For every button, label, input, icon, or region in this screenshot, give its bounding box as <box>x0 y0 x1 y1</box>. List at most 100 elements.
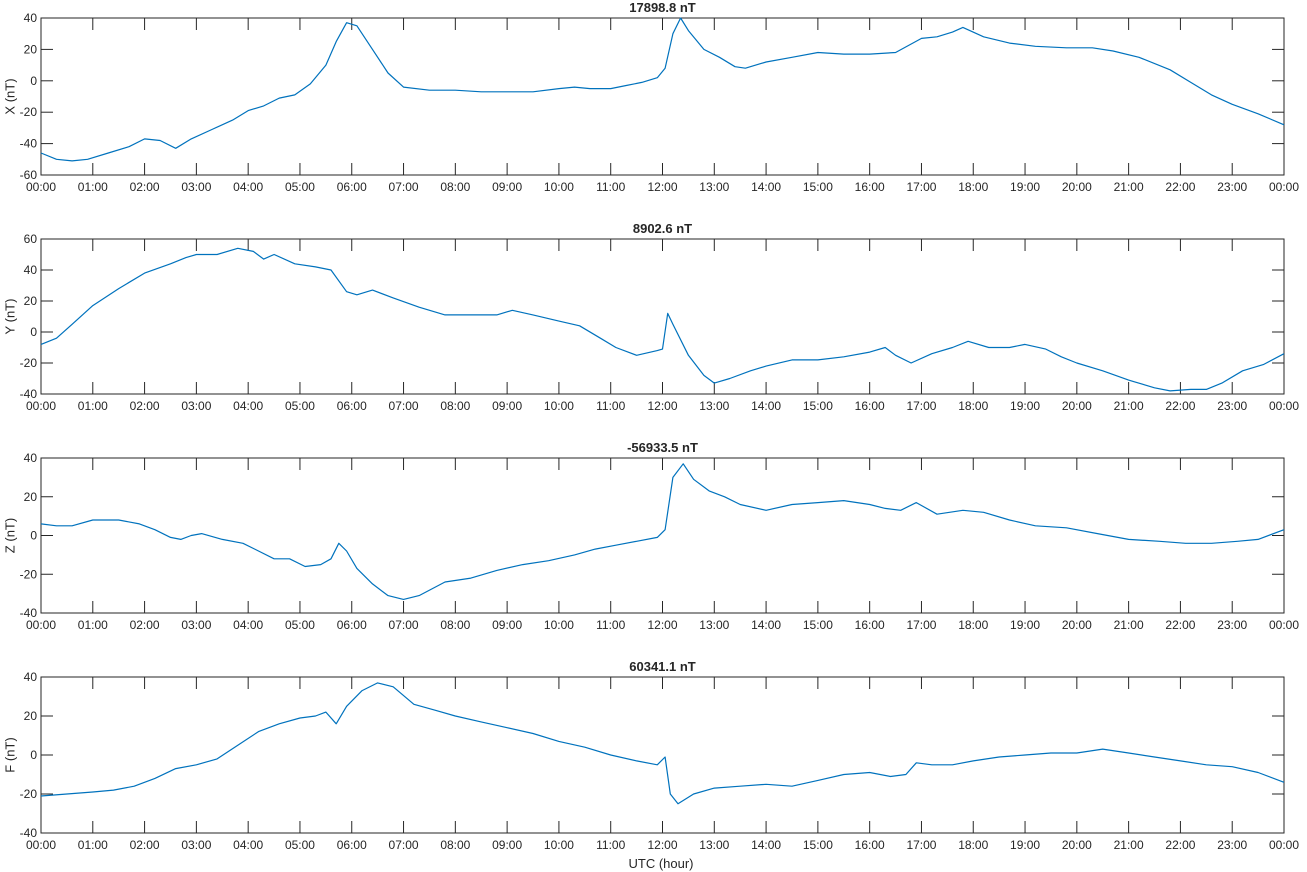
x-tick-label: 03:00 <box>181 618 211 632</box>
x-tick-label: 22:00 <box>1165 618 1195 632</box>
plot-area <box>40 238 1285 395</box>
x-tick-label: 02:00 <box>130 399 160 413</box>
x-tick-label: 14:00 <box>751 618 781 632</box>
x-tick-label: 19:00 <box>1010 180 1040 194</box>
x-tick-label: 08:00 <box>440 618 470 632</box>
x-tick-label: 20:00 <box>1062 618 1092 632</box>
panel-x: X (nT) 00:00 01:00 02:00 03:00 04:00 05:00 06:… <box>2 0 1299 194</box>
x-tick-label: 03:00 <box>181 838 211 852</box>
y-tick-label: 20 <box>24 709 38 723</box>
x-tick-label: 21:00 <box>1114 180 1144 194</box>
x-tick-label: 03:00 <box>181 180 211 194</box>
x-tick-label: 23:00 <box>1217 399 1247 413</box>
y-tick-label: 0 <box>30 529 37 543</box>
y-tick-label: 60 <box>24 232 38 246</box>
x-tick-label: 07:00 <box>389 838 419 852</box>
x-tick-label: 00:00 <box>26 618 56 632</box>
x-tick-label: 00:00 <box>1269 618 1299 632</box>
x-tick-label: 22:00 <box>1165 399 1195 413</box>
x-tick-label: 00:00 <box>1269 838 1299 852</box>
x-tick-label: 23:00 <box>1217 180 1247 194</box>
x-tick-label: 17:00 <box>906 838 936 852</box>
x-tick-label: 00:00 <box>26 399 56 413</box>
panel-title: 17898.8 nT <box>629 0 696 15</box>
x-tick-label: 16:00 <box>855 180 885 194</box>
x-tick-label: 05:00 <box>285 180 315 194</box>
x-tick-label: 16:00 <box>855 399 885 413</box>
y-tick-label: -20 <box>20 105 38 119</box>
y-tick-label: -40 <box>20 826 38 840</box>
y-tick-label: 40 <box>24 11 38 25</box>
x-tick-label: 00:00 <box>1269 399 1299 413</box>
x-tick-label: 16:00 <box>855 838 885 852</box>
x-tick-label: 21:00 <box>1114 618 1144 632</box>
y-tick-label: 40 <box>24 263 38 277</box>
x-tick-label: 09:00 <box>492 618 522 632</box>
y-axis-label: X (nT) <box>2 78 17 114</box>
x-tick-label: 07:00 <box>389 180 419 194</box>
y-tick-label: -40 <box>20 137 38 151</box>
panel-title: 8902.6 nT <box>633 221 692 236</box>
x-tick-label: 12:00 <box>647 618 677 632</box>
y-axis-label: Y (nT) <box>2 299 17 335</box>
x-tick-label: 18:00 <box>958 399 988 413</box>
series-line <box>40 17 1285 162</box>
y-tick-label: 0 <box>30 748 37 762</box>
x-tick-label: 11:00 <box>596 618 625 632</box>
x-tick-label: 17:00 <box>906 180 936 194</box>
x-tick-label: 13:00 <box>699 180 729 194</box>
x-tick-label: 13:00 <box>699 838 729 852</box>
panel-title: 60341.1 nT <box>629 659 696 674</box>
x-tick-label: 15:00 <box>803 838 833 852</box>
x-tick-label: 04:00 <box>233 399 263 413</box>
series-line <box>40 682 1285 805</box>
panel-y: Y (nT) 00:00 01:00 02:00 03:00 04:00 05:00 06:… <box>2 221 1299 413</box>
x-tick-label: 04:00 <box>233 838 263 852</box>
x-tick-label: 20:00 <box>1062 399 1092 413</box>
x-tick-label: 14:00 <box>751 399 781 413</box>
x-tick-label: 06:00 <box>337 180 367 194</box>
y-tick-label: -20 <box>20 787 38 801</box>
x-tick-label: 03:00 <box>181 399 211 413</box>
y-tick-label: 0 <box>30 74 37 88</box>
x-tick-label: 19:00 <box>1010 618 1040 632</box>
x-tick-label: 04:00 <box>233 618 263 632</box>
x-axis-label: UTC (hour) <box>628 856 693 871</box>
x-tick-label: 00:00 <box>26 838 56 852</box>
x-tick-label: 14:00 <box>751 180 781 194</box>
y-tick-label: 40 <box>24 451 38 465</box>
x-tick-label: 21:00 <box>1114 838 1144 852</box>
y-tick-label: -20 <box>20 567 38 581</box>
y-tick-label: 40 <box>24 670 38 684</box>
x-tick-label: 19:00 <box>1010 399 1040 413</box>
y-axis-label: Z (nT) <box>2 518 17 553</box>
x-tick-label: 15:00 <box>803 618 833 632</box>
x-tick-label: 15:00 <box>803 180 833 194</box>
x-tick-label: 00:00 <box>1269 180 1299 194</box>
x-tick-label: 08:00 <box>440 399 470 413</box>
x-tick-label: 22:00 <box>1165 838 1195 852</box>
x-tick-label: 02:00 <box>130 618 160 632</box>
x-tick-label: 18:00 <box>958 180 988 194</box>
panel-f: F (nT) 00:00 01:00 02:00 03:00 04:00 05:00 06:… <box>2 659 1299 852</box>
x-tick-label: 23:00 <box>1217 618 1247 632</box>
y-tick-label: 20 <box>24 490 38 504</box>
x-tick-label: 06:00 <box>337 618 367 632</box>
x-tick-label: 05:00 <box>285 618 315 632</box>
x-tick-label: 20:00 <box>1062 180 1092 194</box>
x-tick-label: 09:00 <box>492 399 522 413</box>
x-tick-label: 17:00 <box>906 399 936 413</box>
x-tick-label: 20:00 <box>1062 838 1092 852</box>
x-tick-label: 17:00 <box>906 618 936 632</box>
panel-title: -56933.5 nT <box>627 440 698 455</box>
x-tick-label: 11:00 <box>596 180 625 194</box>
x-tick-label: 09:00 <box>492 180 522 194</box>
panel-z: Z (nT) 00:00 01:00 02:00 03:00 04:00 05:00 06:… <box>2 440 1299 632</box>
x-tick-label: 21:00 <box>1114 399 1144 413</box>
x-tick-label: 01:00 <box>78 399 108 413</box>
x-tick-label: 05:00 <box>285 399 315 413</box>
x-tick-label: 07:00 <box>389 399 419 413</box>
x-tick-label: 02:00 <box>130 180 160 194</box>
y-tick-label: 0 <box>30 325 37 339</box>
